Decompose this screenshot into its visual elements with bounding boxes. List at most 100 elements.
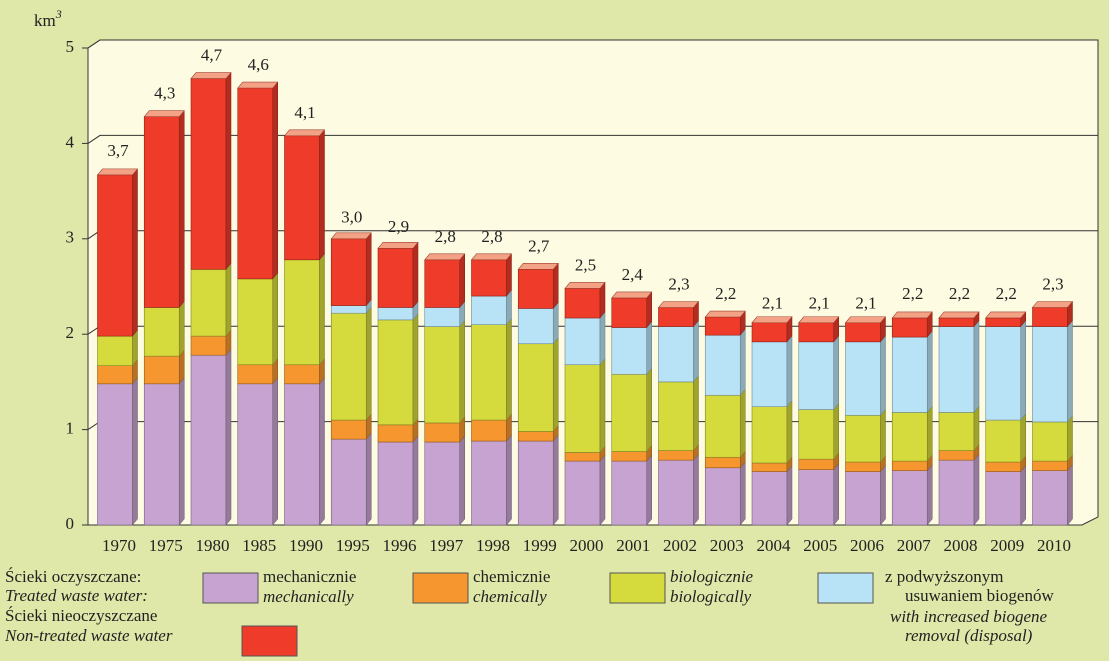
- bar-segment: [517, 431, 554, 442]
- bar-segment: [658, 326, 694, 383]
- bar-side: [459, 435, 465, 526]
- bar-side: [459, 253, 465, 309]
- bar-side: [740, 461, 746, 526]
- bar-segment: [564, 452, 601, 462]
- bar-top: [190, 72, 232, 79]
- bar-segment: [424, 326, 461, 424]
- x-tick-label: 2009: [990, 536, 1024, 555]
- bar-segment: [798, 409, 835, 460]
- bar-segment: [190, 269, 227, 337]
- x-tick-label: 2002: [663, 536, 697, 555]
- x-tick-label: 2008: [944, 536, 978, 555]
- bar-top: [237, 81, 279, 89]
- bar-segment: [751, 322, 788, 343]
- bar-side: [179, 109, 185, 309]
- bar-side: [693, 319, 699, 383]
- bar-segment: [891, 336, 928, 413]
- bar-segment: [190, 354, 227, 526]
- bar-segment: [611, 373, 648, 452]
- bar-segment: [704, 467, 741, 526]
- total-label: 4,7: [201, 46, 223, 65]
- bar-side: [973, 453, 980, 526]
- bar-segment: [891, 412, 928, 462]
- total-label: 2,3: [668, 274, 689, 293]
- bar-top: [704, 310, 746, 318]
- bar-segment: [1032, 421, 1068, 462]
- x-tick-label: 1990: [289, 536, 323, 555]
- bar-segment: [284, 364, 320, 385]
- bar-segment: [143, 116, 180, 308]
- bar-segment: [237, 87, 274, 280]
- legend-label-en: with increased biogene: [890, 607, 1048, 626]
- bar-side: [506, 434, 512, 526]
- bar-segment: [938, 326, 975, 413]
- bar-side: [272, 81, 278, 280]
- bar-side: [132, 168, 138, 337]
- total-label: 2,2: [949, 284, 970, 303]
- bar-top: [938, 311, 980, 319]
- legend-label-en: removal (disposal): [905, 626, 1033, 645]
- bar-segment: [330, 438, 367, 526]
- bar-segment: [985, 461, 1022, 472]
- total-label: 4,6: [248, 55, 269, 74]
- bar-side: [412, 435, 419, 526]
- bar-segment: [237, 278, 274, 366]
- bar-segment: [751, 341, 788, 408]
- bar-side: [225, 348, 232, 526]
- bar-top: [564, 282, 606, 289]
- bar-side: [179, 300, 185, 357]
- x-tick-label: 1999: [523, 536, 557, 555]
- bar-side: [833, 462, 839, 526]
- y-tick-label: 2: [66, 323, 75, 342]
- bar-side: [366, 306, 372, 421]
- x-tick-label: 1997: [429, 536, 464, 555]
- bar-side: [553, 337, 559, 433]
- legend-label: z podwyższonym: [885, 567, 1004, 586]
- bar-side: [833, 335, 839, 411]
- bar-segment: [845, 471, 881, 526]
- legend-swatch: [202, 572, 259, 604]
- bar-segment: [97, 365, 133, 385]
- legend-label-en: biologically: [670, 587, 752, 606]
- bar-segment: [143, 383, 180, 526]
- legend-label: Ścieki nieoczyszczane: [5, 606, 157, 625]
- total-label: 2,5: [575, 255, 596, 274]
- total-label: 2,1: [809, 294, 830, 313]
- y-tick-label: 0: [66, 514, 75, 533]
- bar-segment: [798, 458, 835, 470]
- bar-segment: [517, 440, 554, 526]
- bar-side: [319, 377, 325, 526]
- bar-segment: [237, 364, 274, 385]
- bar-segment: [284, 259, 320, 366]
- bar-segment: [377, 307, 414, 321]
- bar-segment: [798, 469, 835, 526]
- total-label: 3,0: [341, 208, 362, 227]
- bar-segment: [330, 312, 367, 421]
- bar-segment: [845, 461, 881, 472]
- bar-segment: [237, 383, 274, 526]
- bar-segment: [377, 248, 414, 308]
- bar-side: [412, 241, 419, 309]
- x-tick-label: 2000: [570, 536, 604, 555]
- bar-side: [1020, 413, 1026, 463]
- bar-segment: [704, 394, 741, 458]
- grid-line: [87, 39, 1098, 49]
- bar-segment: [471, 324, 507, 421]
- bar-segment: [658, 381, 694, 451]
- grid-line: [87, 134, 1098, 144]
- bar-segment: [1032, 326, 1068, 423]
- bar-segment: [751, 471, 788, 526]
- total-label: 2,2: [715, 284, 736, 303]
- bar-top: [1031, 301, 1074, 308]
- bar-side: [1067, 319, 1073, 423]
- bar-top: [751, 316, 793, 324]
- bar-side: [646, 454, 652, 526]
- total-label: 3,7: [107, 141, 129, 160]
- total-label: 2,2: [902, 284, 923, 303]
- bar-segment: [611, 297, 648, 328]
- bar-side: [880, 335, 886, 416]
- total-label: 2,1: [762, 294, 783, 313]
- bar-top: [891, 311, 933, 319]
- legend-group-label: Ścieki oczyszczane:: [5, 567, 141, 586]
- total-label: 2,4: [622, 265, 644, 284]
